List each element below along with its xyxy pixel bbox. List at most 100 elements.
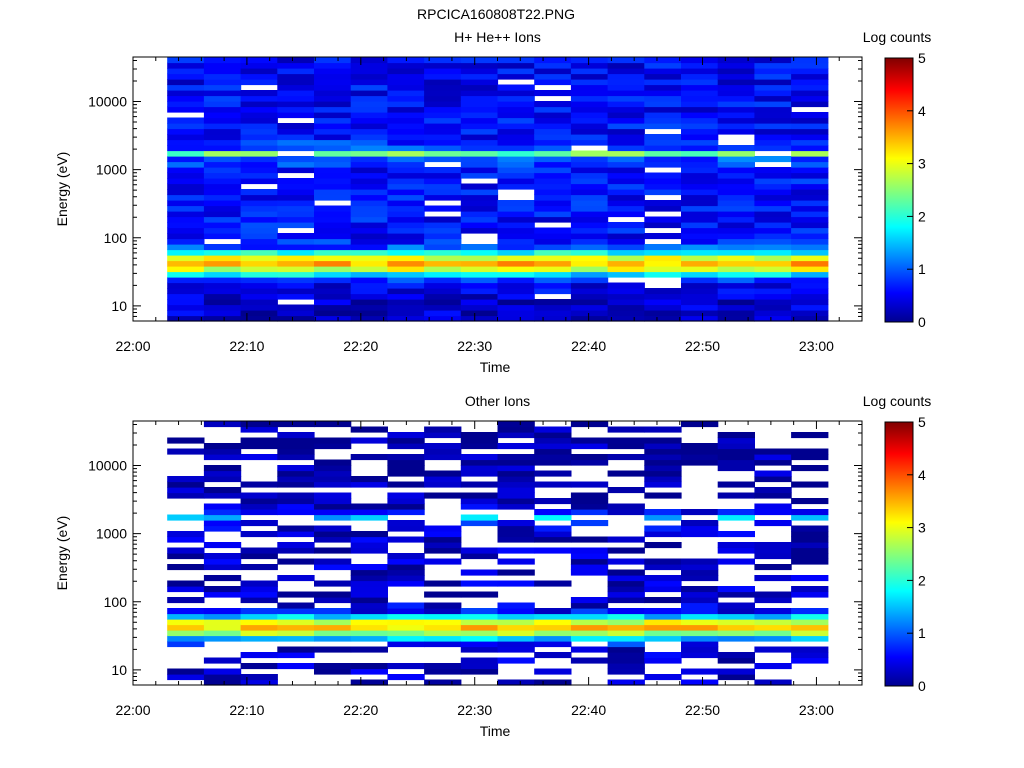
heatmap-cell xyxy=(754,288,792,295)
heatmap-cell xyxy=(167,73,205,80)
heatmap-cell xyxy=(203,299,242,306)
heatmap-cell xyxy=(240,293,278,300)
heatmap-cell xyxy=(497,282,535,289)
heatmap-cell xyxy=(681,646,719,653)
heatmap-cell xyxy=(681,68,719,75)
heatmap-cell xyxy=(717,315,755,322)
heatmap-cell xyxy=(460,624,499,631)
heatmap-cell xyxy=(314,465,352,472)
heatmap-cell xyxy=(424,470,462,477)
heatmap-cell xyxy=(644,437,682,444)
colorbar-tick-label: 3 xyxy=(918,520,926,536)
heatmap-cell xyxy=(607,79,645,86)
heatmap-cell xyxy=(681,310,719,317)
heatmap-cell xyxy=(570,249,609,256)
heatmap-cell xyxy=(167,310,205,317)
heatmap-cell xyxy=(424,117,462,124)
heatmap-cell xyxy=(387,674,425,681)
heatmap-cell xyxy=(534,156,572,163)
heatmap-cell xyxy=(424,426,462,433)
heatmap-cell xyxy=(644,304,682,311)
heatmap-cell xyxy=(497,216,535,223)
heatmap-cell xyxy=(387,635,425,642)
heatmap-cell xyxy=(460,134,499,141)
heatmap-cell xyxy=(460,514,499,521)
heatmap-cell xyxy=(424,205,462,212)
heatmap-cell xyxy=(497,277,535,284)
heatmap-cell xyxy=(570,73,609,80)
heatmap-cell xyxy=(424,288,462,295)
heatmap-cell xyxy=(203,117,242,124)
heatmap-cell xyxy=(277,277,315,284)
heatmap-cell xyxy=(424,167,462,174)
heatmap-cell xyxy=(717,101,755,108)
heatmap-cell xyxy=(791,101,829,108)
heatmap-cell xyxy=(607,200,645,207)
heatmap-cell xyxy=(570,613,609,620)
heatmap-cell xyxy=(167,586,205,593)
heatmap-cell xyxy=(350,514,388,521)
heatmap-cell xyxy=(240,597,278,604)
heatmap-cell xyxy=(534,608,572,615)
heatmap-cell xyxy=(350,509,388,516)
heatmap-cell xyxy=(460,277,499,284)
heatmap-cell xyxy=(314,189,352,196)
heatmap-cell xyxy=(534,189,572,196)
heatmap-cell xyxy=(607,470,645,477)
heatmap-cell xyxy=(350,531,388,538)
heatmap-cell xyxy=(497,117,535,124)
heatmap-cell xyxy=(350,194,388,201)
heatmap-cell xyxy=(460,90,499,97)
heatmap-cell xyxy=(203,134,242,141)
heatmap-cell xyxy=(607,503,645,510)
heatmap-cell xyxy=(791,575,829,582)
heatmap-cell xyxy=(681,293,719,300)
heatmap-cell xyxy=(497,271,535,278)
heatmap-cell xyxy=(607,123,645,130)
heatmap-cell xyxy=(754,597,792,604)
heatmap-cell xyxy=(717,216,755,223)
x-axis-label: Time xyxy=(480,723,511,739)
heatmap-cell xyxy=(497,657,535,664)
heatmap-cell xyxy=(644,123,682,130)
heatmap-cell xyxy=(754,172,792,179)
heatmap-cell xyxy=(754,238,792,245)
heatmap-cell xyxy=(607,575,645,582)
heatmap-cell xyxy=(570,101,609,108)
heatmap-cell xyxy=(460,646,499,653)
heatmap-cell xyxy=(681,624,719,631)
heatmap-cell xyxy=(277,189,315,196)
heatmap-cell xyxy=(387,602,425,609)
heatmap-cell xyxy=(424,134,462,141)
heatmap-cell xyxy=(460,608,499,615)
heatmap-cell xyxy=(607,299,645,306)
heatmap-cell xyxy=(203,635,242,642)
heatmap-cell xyxy=(203,630,242,637)
heatmap-cell xyxy=(717,266,755,273)
heatmap-cell xyxy=(240,189,278,196)
heatmap-cell xyxy=(717,227,755,234)
heatmap-cell xyxy=(387,536,425,543)
heatmap-cell xyxy=(314,531,352,538)
heatmap-cell xyxy=(314,580,352,587)
heatmap-cell xyxy=(277,271,315,278)
heatmap-cell xyxy=(607,139,645,146)
heatmap-cell xyxy=(424,443,462,450)
heatmap-cell xyxy=(277,90,315,97)
heatmap-cell xyxy=(203,509,242,516)
heatmap-cell xyxy=(240,547,278,554)
heatmap-cell xyxy=(314,613,352,620)
heatmap-cell xyxy=(424,183,462,190)
heatmap-cell xyxy=(644,178,682,185)
heatmap-cell xyxy=(681,200,719,207)
heatmap-cell xyxy=(460,227,499,234)
heatmap-cell xyxy=(644,106,682,113)
x-tick-label: 22:50 xyxy=(685,702,720,718)
heatmap-cell xyxy=(314,536,352,543)
heatmap-cell xyxy=(240,580,278,587)
heatmap-cell xyxy=(350,178,388,185)
heatmap-cell xyxy=(314,277,352,284)
heatmap-cell xyxy=(460,260,499,267)
heatmap-cell xyxy=(240,62,278,69)
heatmap-cell xyxy=(791,189,829,196)
